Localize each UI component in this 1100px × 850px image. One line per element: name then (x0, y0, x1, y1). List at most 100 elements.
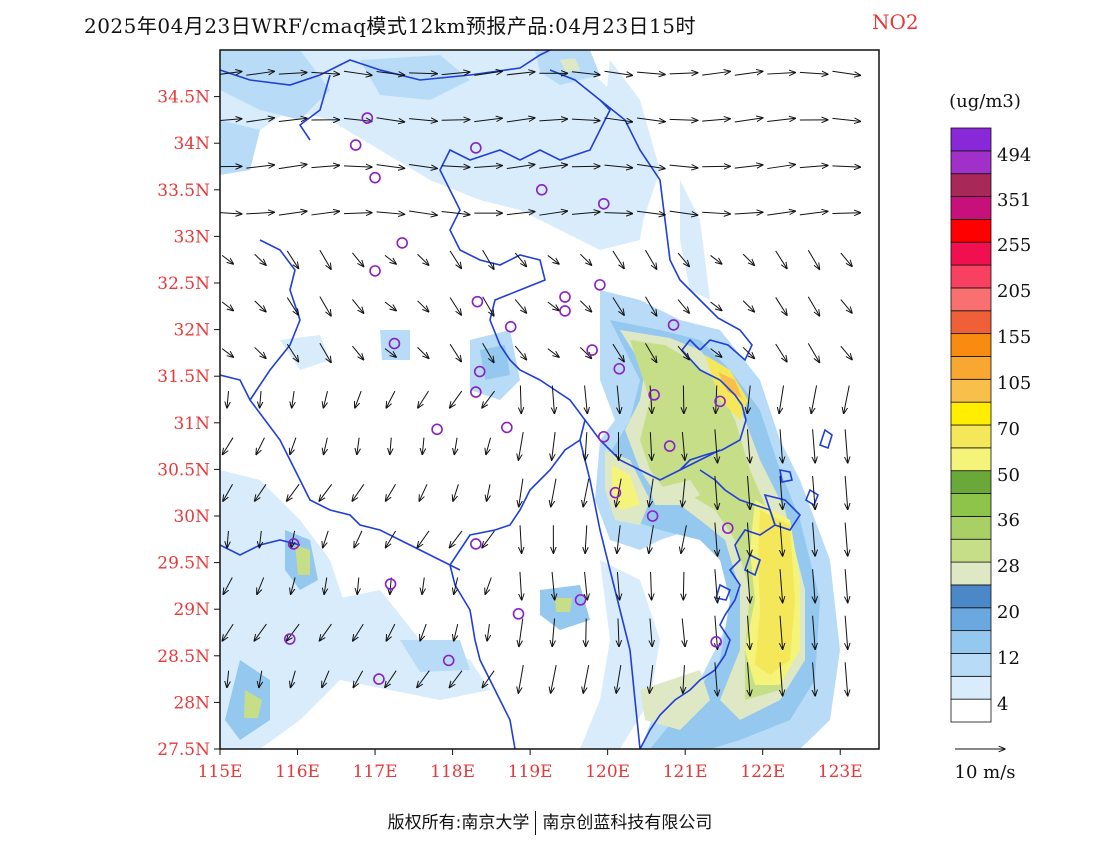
wind-arrow (539, 211, 567, 216)
station-marker (369, 265, 381, 277)
wind-arrow (649, 478, 654, 507)
wind-arrow (813, 429, 816, 463)
wind-arrow (255, 484, 267, 501)
wind-vectors (220, 70, 861, 696)
wind-arrow (482, 249, 494, 269)
wind-arrow (710, 255, 722, 264)
wind-arrow (683, 571, 684, 600)
y-tick-label: 33.5N (157, 181, 210, 201)
wind-arrow (485, 577, 492, 595)
colorbar-swatch (950, 538, 992, 563)
x-tick-label: 116E (275, 762, 320, 782)
colorbar-label: 105 (997, 373, 1031, 394)
station-marker (384, 578, 397, 590)
station-marker (471, 295, 484, 308)
wind-arrow (747, 429, 750, 463)
wind-arrow (702, 119, 730, 121)
wind-arrow (287, 623, 300, 641)
wind-arrow (571, 119, 600, 121)
wind-arrow (832, 70, 860, 75)
wind-arrow (715, 569, 718, 603)
wind-arrow (319, 296, 331, 316)
colorbar-label: 351 (997, 190, 1031, 211)
wind-arrow (417, 347, 429, 358)
colorbar-label: 4 (997, 694, 1008, 715)
wind-arrow (420, 623, 427, 641)
wind-arrow (845, 615, 848, 650)
wind-arrow (352, 484, 365, 501)
wind-arrow (278, 164, 307, 170)
wind-arrow (514, 252, 526, 267)
wind-arrow (579, 347, 591, 358)
wind-arrow (547, 348, 559, 358)
colorbar-swatch (950, 584, 992, 609)
colorbar-swatch (950, 447, 992, 472)
wind-arrow (286, 250, 298, 268)
station-marker (710, 636, 722, 648)
station-marker (442, 654, 455, 667)
wind-arrow (669, 210, 698, 215)
station-marker (431, 423, 443, 436)
colorbar-label: 28 (997, 556, 1020, 577)
wind-arrow (604, 70, 633, 75)
wind-arrow (645, 343, 656, 362)
wind-arrow (650, 432, 651, 460)
wind-arrow (682, 618, 685, 647)
wind-arrow (669, 165, 698, 168)
wind-arrow (385, 670, 397, 688)
wind-arrow (287, 484, 300, 501)
wind-arrow (604, 165, 633, 168)
wind-arrow (454, 577, 458, 595)
wind-arrow (319, 343, 331, 362)
wind-arrow (677, 299, 689, 314)
wind-arrow (256, 437, 265, 455)
wind-arrow (449, 530, 463, 548)
wind-arrow (441, 72, 470, 75)
no2-concentration-field (220, 50, 840, 749)
wind-arrow (813, 475, 816, 510)
y-axis-ticks: 34.5N 34N 33.5N 33N 32.5N 32N 31.5N 31N 30.5N 30N… (157, 88, 220, 760)
colorbar-swatch (950, 630, 992, 654)
wind-arrow (290, 670, 296, 688)
wind-arrow (352, 345, 363, 360)
wind-arrow (518, 665, 524, 693)
monitoring-stations (283, 112, 734, 685)
wind-arrow (474, 166, 502, 168)
y-tick-label: 30N (173, 507, 210, 527)
wind-arrow (506, 72, 535, 75)
x-tick-label: 122E (740, 762, 785, 782)
wind-arrow (278, 72, 307, 74)
colorbar-swatch (950, 493, 992, 517)
station-marker (667, 319, 680, 331)
colorbar (950, 127, 992, 723)
wind-arrow (715, 475, 718, 510)
station-marker (594, 279, 606, 291)
colorbar-swatch (950, 264, 992, 289)
wind-arrow (450, 390, 463, 408)
wind-arrow (323, 390, 327, 408)
wind-arrow (319, 484, 333, 501)
wind-arrow (520, 385, 521, 414)
wind-arrow (449, 343, 461, 362)
wind-arrow (311, 211, 339, 216)
wind-arrow (409, 164, 437, 169)
wind-arrow (514, 345, 526, 360)
wind-arrow (353, 623, 364, 641)
station-marker (388, 337, 401, 350)
colorbar-swatch (950, 424, 992, 449)
station-marker (597, 430, 610, 443)
wind-arrow (617, 385, 620, 414)
wind-arrow (323, 530, 329, 548)
y-tick-label: 31N (173, 414, 210, 434)
colorbar-label: 205 (997, 281, 1031, 302)
wind-arrow (259, 670, 262, 688)
wind-arrow (551, 478, 557, 507)
colorbar-swatch (950, 515, 992, 540)
wind-arrow (775, 343, 787, 362)
wind-arrow (813, 615, 816, 650)
station-marker (722, 522, 734, 534)
wind-arrow (519, 478, 524, 507)
wind-arrow (376, 212, 405, 214)
colorbar-labels: 494 351 255 205 155 105 70 50 36 28 20 12 4 (997, 145, 1031, 715)
wind-arrow (844, 385, 850, 414)
